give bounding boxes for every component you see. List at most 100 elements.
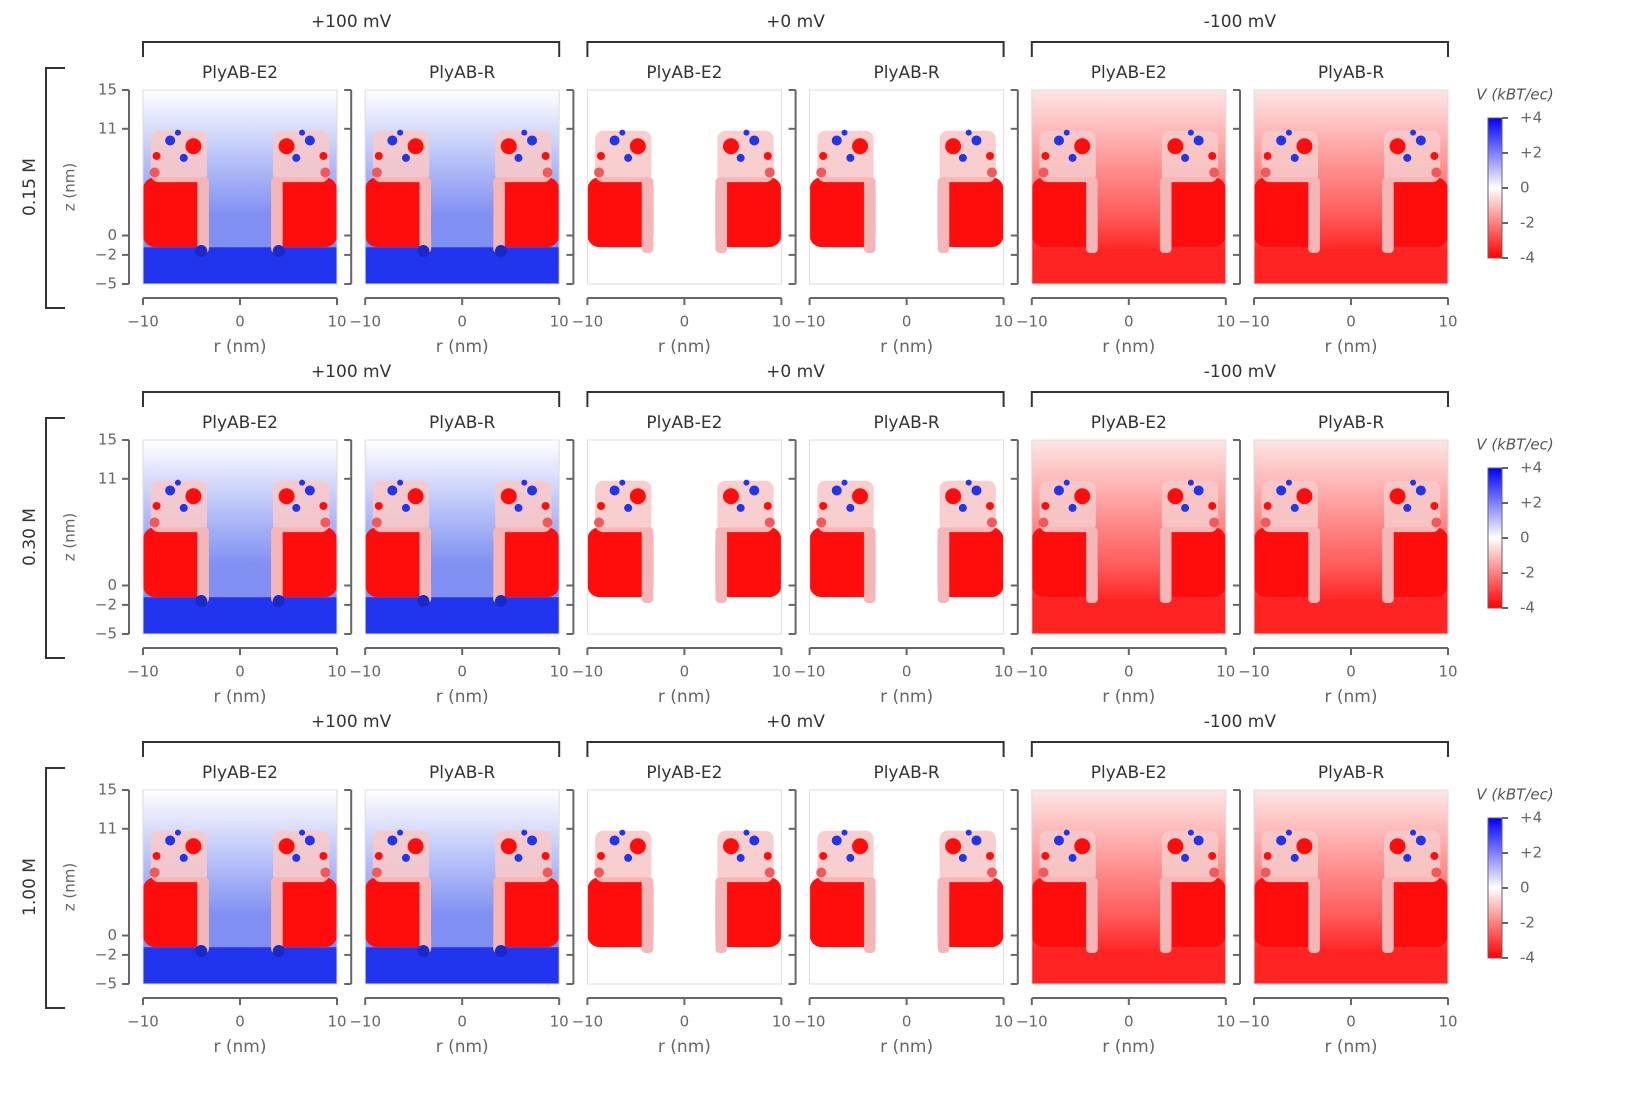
voltage-bracket [587,742,1003,757]
heatmap-spot [1038,517,1048,527]
x-tick-label: −10 [349,663,381,681]
heatmap-spot [305,835,315,845]
heatmap-region [493,877,505,953]
heatmap-region [143,597,337,634]
heatmap-spot [527,835,537,845]
heatmap-region [1382,877,1394,953]
heatmap-spot [1403,154,1411,162]
heatmap-spot [1431,867,1441,877]
x-tick-label: −10 [127,663,159,681]
y-tick-label: 11 [98,119,117,137]
heatmap-spot [1430,852,1438,860]
heatmap-spot [764,152,772,160]
x-tick-label: 0 [902,1013,912,1031]
y-tick-label: 0 [107,226,117,244]
heatmap-region [1308,177,1320,253]
heatmap-spot [542,152,550,160]
heatmap-region [642,177,654,253]
heatmap-spot [527,485,537,495]
y-tick-label: 15 [98,781,117,799]
heatmap-spot [1209,517,1219,527]
heatmap-spot [175,130,181,136]
heatmap-spot [543,517,553,527]
heatmap-spot [521,480,527,486]
heatmap-spot [971,835,981,845]
heatmap-spot [594,867,604,877]
heatmap-spot [723,488,739,504]
heatmap [587,440,781,634]
heatmap-region [1308,877,1320,953]
heatmap-spot [514,854,522,862]
y-tick-label: 11 [98,819,117,837]
x-tick-label: 10 [1216,663,1235,681]
heatmap-region [197,877,209,953]
x-tick-label: 10 [550,313,569,331]
heatmap-spot [986,852,994,860]
heatmap-spot [1041,852,1049,860]
heatmap-spot [1209,167,1219,177]
heatmap-spot [153,502,161,510]
colorbar-tick-label: +2 [1520,494,1542,512]
heatmap-spot [624,854,632,862]
heatmap-spot [165,835,175,845]
heatmap-region [1032,599,1226,634]
heatmap-spot [1261,867,1271,877]
heatmap-spot [619,480,625,486]
heatmap [1254,790,1448,984]
colorbar-label: V (kBT/ec) [1476,86,1553,104]
x-tick-label: 10 [994,663,1013,681]
heatmap-spot [1188,830,1194,836]
heatmap-region [938,877,950,953]
x-tick-label: −10 [1238,313,1270,331]
pore-label: PlyAB-R [873,413,939,433]
row-label: 0.15 M [20,158,40,216]
y-tick-label: 11 [98,469,117,487]
heatmap-spot [832,835,842,845]
heatmap [365,90,559,284]
heatmap-spot [397,130,403,136]
pore-label: PlyAB-R [873,763,939,783]
x-tick-label: 10 [994,1013,1013,1031]
heatmap-spot [543,867,553,877]
heatmap-spot [819,852,827,860]
heatmap-spot [1416,835,1426,845]
heatmap-spot [273,595,285,607]
heatmap-spot [737,854,745,862]
heatmap-spot [1296,838,1312,854]
heatmap-spot [175,830,181,836]
heatmap-spot [749,485,759,495]
x-tick-label: −10 [349,1013,381,1031]
heatmap-spot [971,485,981,495]
x-axis-label: r (nm) [658,687,711,707]
y-tick-label: 0 [107,576,117,594]
heatmap-spot [408,838,424,854]
x-tick-label: 10 [772,1013,791,1031]
heatmap-spot [495,595,507,607]
heatmap-spot [1264,852,1272,860]
heatmap-spot [1390,838,1406,854]
x-axis-label: r (nm) [1102,687,1155,707]
x-tick-label: 10 [550,663,569,681]
heatmap-spot [1431,167,1441,177]
pore-label: PlyAB-E2 [1091,63,1167,83]
x-tick-label: −10 [127,313,159,331]
heatmap-spot [743,130,749,136]
heatmap-spot [1430,502,1438,510]
heatmap-region [493,527,505,603]
x-tick-label: −10 [1016,663,1048,681]
heatmap-region [642,877,654,953]
x-tick-label: −10 [1238,1013,1270,1031]
heatmap-region [1160,177,1172,253]
heatmap-spot [816,517,826,527]
heatmap-region [143,247,337,284]
heatmap-spot [501,488,517,504]
colorbar-tick-label: -4 [1520,599,1535,617]
heatmap-region [420,877,432,953]
x-axis-label: r (nm) [1102,1037,1155,1057]
pore-label: PlyAB-R [1318,763,1384,783]
heatmap-spot [299,480,305,486]
heatmap-spot [630,838,646,854]
heatmap-spot [1181,854,1189,862]
heatmap [1254,440,1448,634]
heatmap [143,790,337,984]
